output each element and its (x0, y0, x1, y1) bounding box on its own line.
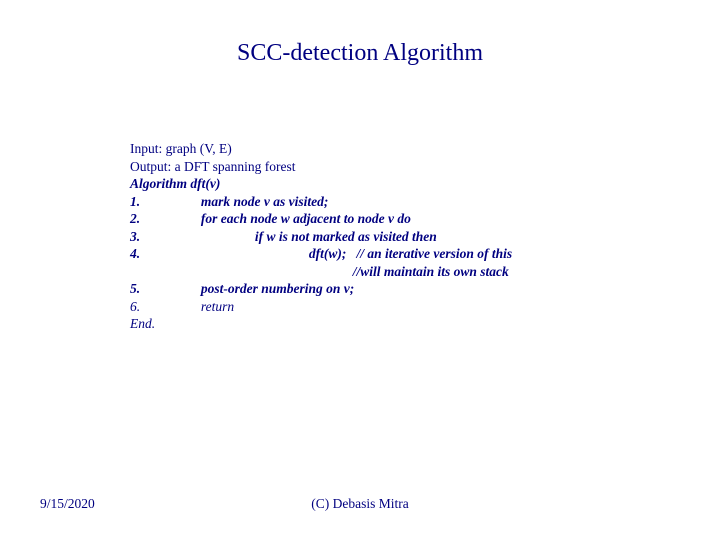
algo-line: 5. post-order numbering on v; (130, 280, 670, 298)
algo-line: //will maintain its own stack (130, 263, 670, 281)
algo-line: Input: graph (V, E) (130, 140, 670, 158)
algo-line: 6. return (130, 298, 670, 316)
algorithm-body: Input: graph (V, E) Output: a DFT spanni… (130, 140, 670, 333)
algo-line: 3. if w is not marked as visited then (130, 228, 670, 246)
algo-line: 2. for each node w adjacent to node v do (130, 210, 670, 228)
algo-line: End. (130, 315, 670, 333)
algo-line: Output: a DFT spanning forest (130, 158, 670, 176)
slide-title: SCC-detection Algorithm (0, 40, 720, 67)
algo-line: 1. mark node v as visited; (130, 193, 670, 211)
algo-line: 4. dft(w); // an iterative version of th… (130, 245, 670, 263)
footer-copyright: (C) Debasis Mitra (0, 496, 720, 512)
algo-line: Algorithm dft(v) (130, 175, 670, 193)
